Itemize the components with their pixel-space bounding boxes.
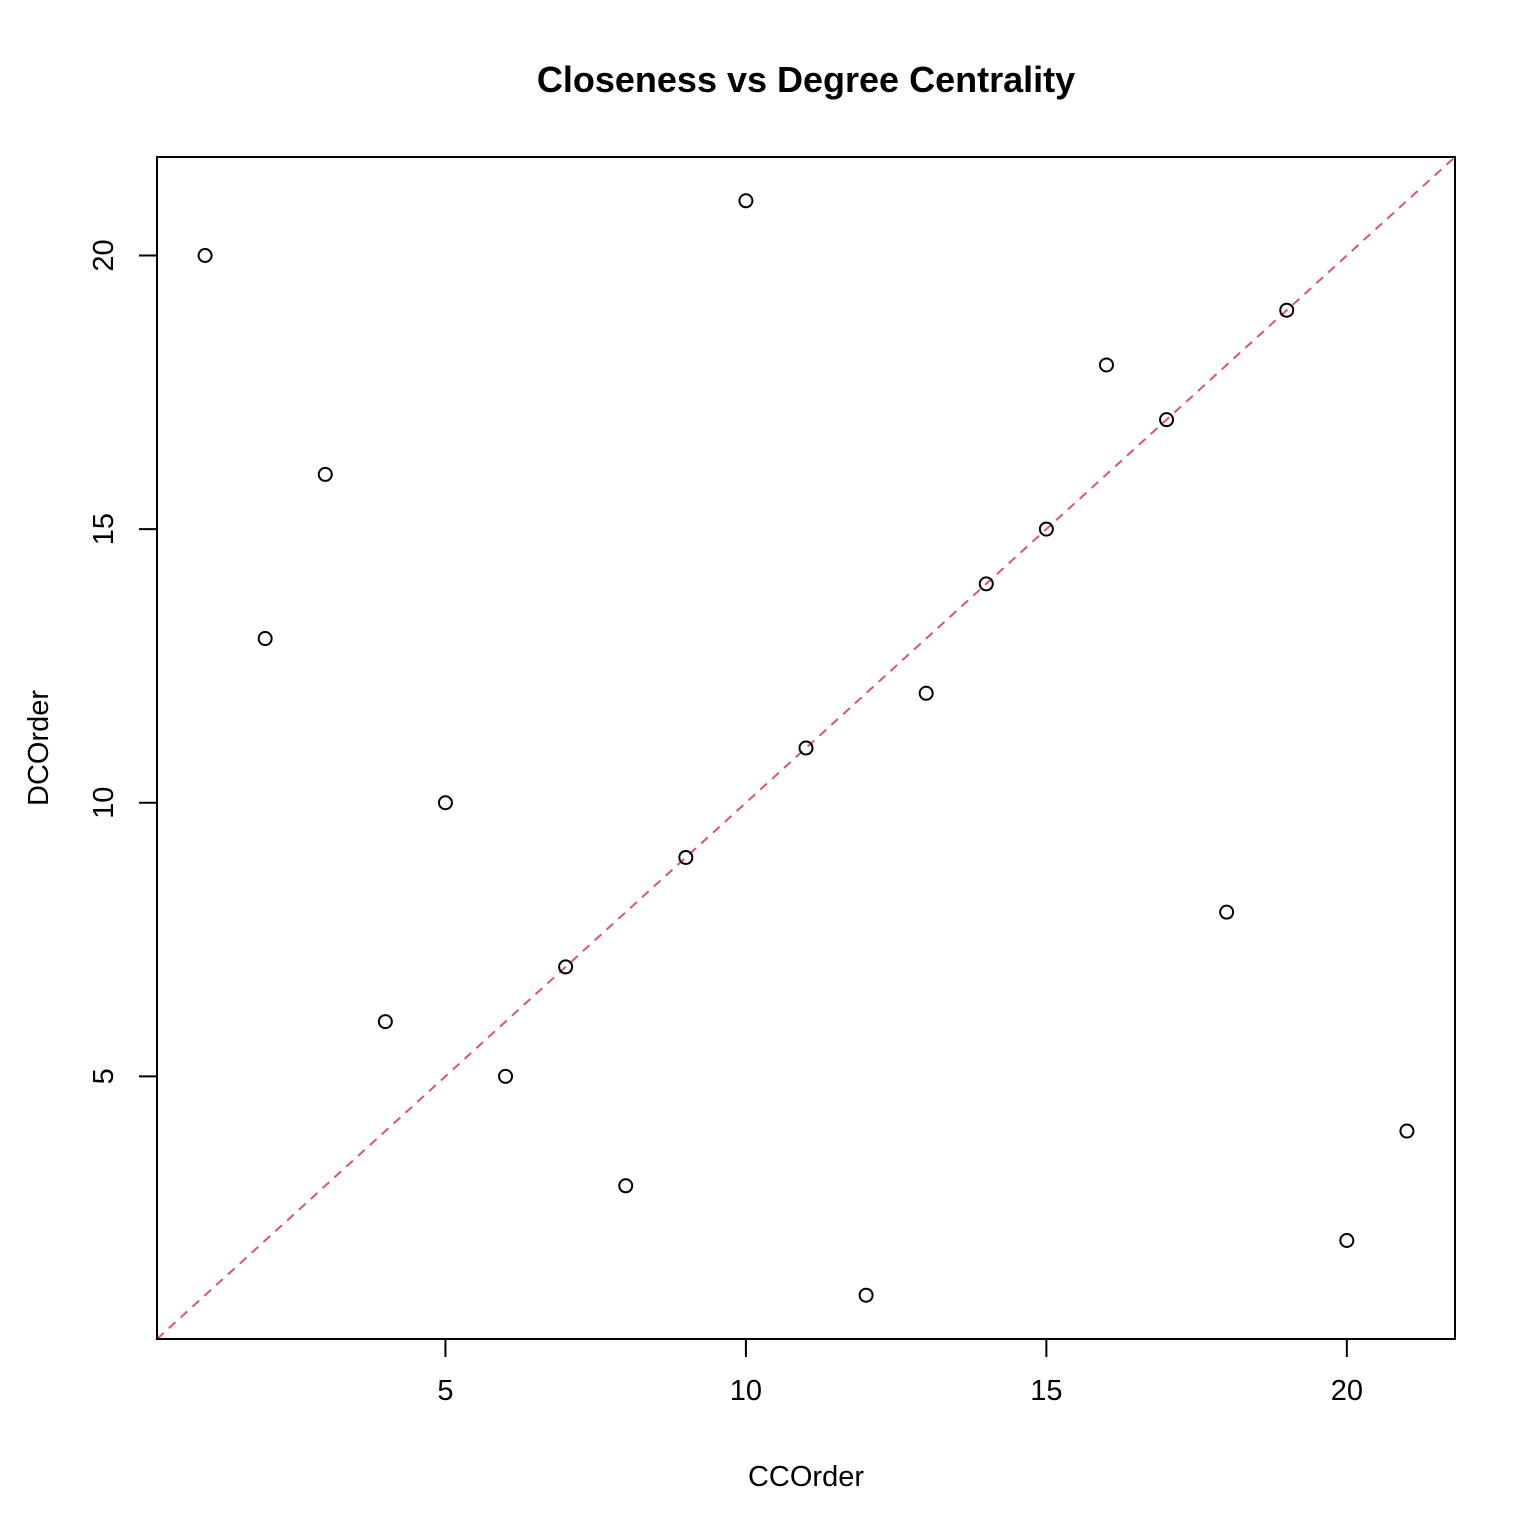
chart-title: Closeness vs Degree Centrality: [537, 59, 1075, 100]
data-point: [498, 1068, 514, 1084]
data-point: [1279, 302, 1295, 318]
plot-area: [157, 157, 1455, 1339]
data-point: [1219, 904, 1235, 920]
data-point: [1038, 521, 1054, 537]
data-point: [1098, 357, 1114, 373]
data-point: [437, 795, 453, 811]
y-axis: 5 10 15 20: [88, 239, 158, 1084]
data-point: [377, 1014, 393, 1030]
data-point: [317, 466, 333, 482]
data-point: [1159, 412, 1175, 428]
data-point: [197, 248, 213, 263]
data-point: [1399, 1123, 1415, 1139]
x-axis: 5 10 15 20: [437, 1338, 1363, 1407]
y-tick-label: 5: [88, 1068, 120, 1084]
data-point: [798, 740, 814, 756]
reference-line: [157, 157, 1455, 1339]
x-tick-label: 10: [730, 1375, 762, 1407]
data-point: [678, 849, 694, 865]
y-tick-label: 20: [88, 239, 120, 271]
x-axis-label: CCOrder: [748, 1461, 864, 1493]
data-point: [558, 959, 574, 975]
data-point: [257, 631, 273, 647]
x-tick-label: 20: [1331, 1375, 1363, 1407]
data-point: [738, 193, 754, 209]
y-axis-label: DCOrder: [23, 690, 55, 806]
x-tick-label: 15: [1030, 1375, 1062, 1407]
y-tick-label: 10: [88, 787, 120, 819]
data-point: [1339, 1233, 1355, 1248]
data-point: [858, 1287, 874, 1303]
data-point: [618, 1178, 634, 1194]
data-point: [918, 685, 934, 701]
x-tick-label: 5: [437, 1375, 453, 1407]
data-point: [978, 576, 994, 592]
y-tick-label: 15: [88, 513, 120, 545]
